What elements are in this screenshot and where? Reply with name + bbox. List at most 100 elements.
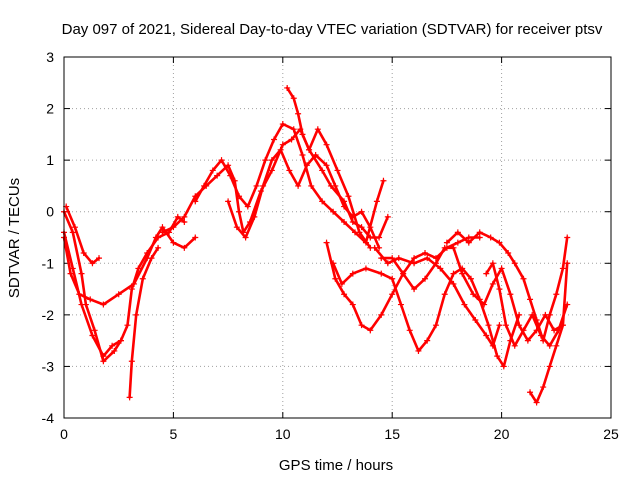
plus-marker <box>159 224 166 231</box>
plus-marker <box>511 342 518 349</box>
plot-frame <box>63 56 612 419</box>
plus-marker <box>279 141 286 148</box>
plus-marker <box>323 239 330 246</box>
satellite-track-4 <box>64 205 101 265</box>
satellite-track-5 <box>128 246 160 399</box>
plus-marker <box>312 151 319 158</box>
plus-marker <box>181 213 188 220</box>
plus-marker <box>117 337 124 344</box>
plus-marker <box>371 244 378 251</box>
plus-marker <box>424 337 431 344</box>
plus-marker <box>505 249 512 256</box>
plus-marker <box>225 198 232 205</box>
plus-marker <box>279 121 286 128</box>
plus-marker <box>450 280 457 287</box>
plus-marker <box>341 219 348 226</box>
x-axis-label: GPS time / hours <box>279 457 393 474</box>
plus-marker <box>564 260 571 267</box>
plus-marker <box>470 291 477 298</box>
plus-marker <box>341 291 348 298</box>
plus-marker <box>358 208 365 215</box>
plus-marker <box>330 260 337 267</box>
plus-marker <box>389 275 396 282</box>
plus-marker <box>299 131 306 138</box>
plus-marker <box>133 311 140 318</box>
y-tick-label: 0 <box>46 204 54 220</box>
plus-marker <box>367 327 374 334</box>
plus-marker <box>109 342 116 349</box>
plus-marker <box>529 311 536 318</box>
plus-marker <box>527 389 534 396</box>
plus-marker <box>319 167 326 174</box>
plus-marker <box>424 255 431 262</box>
plus-marker <box>253 182 260 189</box>
plus-marker <box>540 384 547 391</box>
plus-marker <box>126 394 133 401</box>
plus-marker <box>91 327 98 334</box>
satellite-track-10 <box>325 236 481 332</box>
plus-marker <box>437 265 444 272</box>
plus-marker <box>472 317 479 324</box>
plus-marker <box>170 224 177 231</box>
plus-marker <box>483 332 490 339</box>
x-tick-label: 0 <box>60 426 68 442</box>
plus-marker <box>295 110 302 117</box>
plus-marker <box>511 260 518 267</box>
plus-marker <box>262 157 269 164</box>
plus-marker <box>268 167 275 174</box>
plus-marker <box>384 213 391 220</box>
satellite-track-12 <box>380 246 565 342</box>
plus-marker <box>559 322 566 329</box>
plus-marker <box>115 291 122 298</box>
satellite-track-13 <box>373 246 501 348</box>
y-tick-label: -2 <box>42 307 55 323</box>
plus-marker <box>314 126 321 133</box>
plus-marker <box>128 358 135 365</box>
plus-marker <box>139 275 146 282</box>
plus-marker <box>378 270 385 277</box>
plus-marker <box>432 322 439 329</box>
plus-marker <box>367 224 374 231</box>
plus-marker <box>476 229 483 236</box>
plus-marker <box>295 182 302 189</box>
plus-marker <box>82 301 89 308</box>
plus-marker <box>251 213 258 220</box>
x-tick-label: 10 <box>275 426 291 442</box>
plus-marker <box>290 126 297 133</box>
plus-marker <box>332 275 339 282</box>
plus-marker <box>524 337 531 344</box>
plus-marker <box>520 327 527 334</box>
plus-marker <box>443 239 450 246</box>
plus-marker <box>422 249 429 256</box>
plus-marker <box>496 322 503 329</box>
plus-marker <box>411 260 418 267</box>
plus-marker <box>489 342 496 349</box>
plus-marker <box>450 270 457 277</box>
plus-marker <box>496 239 503 246</box>
plus-marker <box>334 167 341 174</box>
plus-marker <box>459 270 466 277</box>
plus-marker <box>465 234 472 241</box>
y-tick-label: 3 <box>46 49 54 65</box>
plus-marker <box>487 234 494 241</box>
plus-marker <box>380 177 387 184</box>
plus-marker <box>496 286 503 293</box>
plus-marker <box>242 234 249 241</box>
plus-marker <box>395 255 402 262</box>
plus-marker <box>349 219 356 226</box>
plus-marker <box>286 167 293 174</box>
plus-marker <box>500 363 507 370</box>
plus-marker <box>288 136 295 143</box>
plus-marker <box>236 208 243 215</box>
plus-marker <box>397 301 404 308</box>
data-series <box>61 84 571 406</box>
x-tick-label: 20 <box>494 426 510 442</box>
plus-marker <box>96 255 103 262</box>
plus-marker <box>299 151 306 158</box>
plus-marker <box>80 249 87 256</box>
plus-marker <box>411 286 418 293</box>
plus-marker <box>389 291 396 298</box>
y-axis-label: SDTVAR / TECUs <box>6 178 23 298</box>
plus-marker <box>201 182 208 189</box>
plus-marker <box>467 275 474 282</box>
